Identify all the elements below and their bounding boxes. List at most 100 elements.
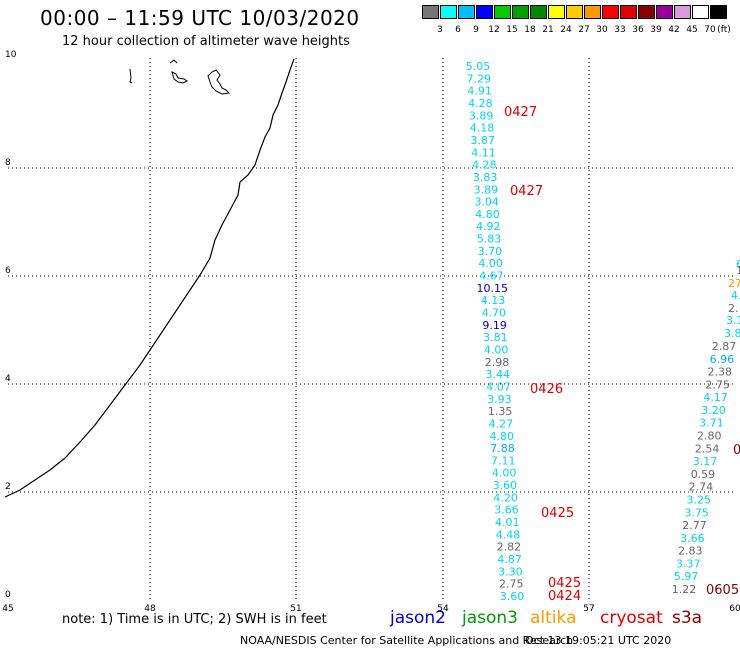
wave-height-value: 4.	[731, 289, 740, 302]
wave-height-value: 3.66	[494, 504, 519, 517]
x-tick-label: 60	[729, 604, 740, 614]
legend-swatch	[548, 5, 565, 19]
wave-height-value: 3.20	[701, 404, 726, 417]
wave-height-value: 27	[728, 277, 740, 290]
pass-time-label: 0	[733, 443, 740, 458]
wave-height-value: 3.71	[699, 417, 724, 430]
legend-label: 15	[506, 25, 518, 35]
wave-height-value: 4.91	[467, 85, 492, 98]
pass-time-label: 0426	[530, 382, 563, 397]
wave-height-value: 2.82	[497, 541, 522, 554]
wave-height-value: 3.25	[686, 493, 711, 506]
legend-label: 39	[650, 25, 662, 35]
pass-time-label: 0605	[706, 583, 739, 598]
credit-line: NOAA/NESDIS Center for Satellite Applica…	[240, 634, 574, 647]
wave-height-value: 4.27	[489, 417, 514, 430]
island-shape	[129, 68, 133, 84]
wave-height-value: 3.37	[676, 557, 701, 570]
x-tick-label: 48	[144, 604, 156, 614]
y-tick-label: 0	[5, 590, 11, 600]
wave-height-value: 4.20	[493, 491, 518, 504]
wave-height-value: 4.07	[486, 380, 511, 393]
wave-height-value: 4.28	[468, 97, 493, 110]
satellite-label: altika	[530, 608, 577, 628]
legend-label: 21	[542, 25, 554, 35]
wave-height-value: 4.13	[481, 294, 506, 307]
wave-height-value: 2.74	[689, 481, 714, 494]
legend-swatch	[692, 5, 709, 19]
wave-height-value: 4.00	[478, 257, 503, 270]
wave-height-value: 3.87	[470, 134, 495, 147]
wave-height-value: 3.8	[724, 327, 740, 340]
units-note: note: 1) Time is in UTC; 2) SWH is in fe…	[62, 612, 327, 627]
legend-label: 12	[488, 25, 500, 35]
wave-height-value: 4.48	[496, 528, 521, 541]
wave-height-value: 4.00	[492, 467, 517, 480]
pass-time-label: 0427	[510, 184, 543, 199]
wave-height-value: 3.66	[680, 532, 705, 545]
wave-height-value: 4.28	[472, 159, 497, 172]
pass-time-label: 0427	[504, 105, 537, 120]
legend-swatch	[638, 5, 655, 19]
legend-unit: (ft)	[717, 25, 731, 35]
legend-label: 70	[704, 25, 716, 35]
map-grid	[8, 58, 735, 600]
wave-height-value: 2.54	[695, 442, 720, 455]
legend-label: 27	[578, 25, 590, 35]
wave-height-value: 4.87	[497, 553, 522, 566]
wave-height-value: 2.80	[697, 430, 722, 443]
legend-swatch	[512, 5, 529, 19]
x-tick-label: 45	[2, 604, 13, 614]
wave-height-value: 3.89	[469, 109, 494, 122]
wave-height-value: 4.01	[495, 516, 520, 529]
wave-height-value: 4.67	[479, 270, 504, 283]
legend-swatch	[602, 5, 619, 19]
x-tick-label: 54	[437, 604, 449, 614]
wave-height-value: 3.44	[486, 368, 511, 381]
wave-height-value: 5.83	[477, 233, 502, 246]
wave-height-value: 2.	[728, 302, 739, 315]
wave-height-value: 4.11	[471, 146, 496, 159]
wave-height-value: 4.80	[475, 208, 500, 221]
legend-swatch	[440, 5, 457, 19]
wave-height-value: 0.59	[691, 468, 716, 481]
wave-height-value: 1.22	[672, 583, 697, 596]
wave-height-value: 2.77	[682, 519, 707, 532]
wave-height-value: 3.17	[693, 455, 718, 468]
wave-height-value: 2.38	[708, 366, 733, 379]
wave-height-value: 3.1	[726, 314, 740, 327]
wave-height-value: 3.60	[500, 590, 525, 603]
timestamp: Oct 13 19:05:21 UTC 2020	[525, 634, 672, 647]
legend-label: 30	[596, 25, 608, 35]
wave-height-value: 2.98	[485, 356, 510, 369]
legend-swatch	[476, 5, 493, 19]
legend-label: 24	[560, 25, 572, 35]
page-subtitle: 12 hour collection of altimeter wave hei…	[62, 34, 350, 49]
wave-height-value: 3.81	[483, 331, 508, 344]
wave-height-value: 7.88	[490, 442, 515, 455]
x-tick-label: 57	[583, 604, 594, 614]
wave-height-value: 2.83	[678, 545, 703, 558]
legend-label: 9	[473, 25, 479, 35]
legend-label: 6	[455, 25, 461, 35]
track-jason-cryosat: 5.057.294.914.283.894.183.874.114.283.83…	[466, 60, 581, 604]
legend-swatch	[674, 5, 691, 19]
island-shape	[207, 69, 231, 95]
satellite-label: s3a	[672, 608, 703, 628]
legend-swatch	[710, 5, 727, 19]
track-s3a-east: 2.876.962.382.754.173.203.712.802.543.17…	[672, 340, 739, 598]
wave-height-value: 5.05	[466, 60, 491, 73]
coastline	[4, 58, 295, 498]
wave-height-value: 10.15	[476, 282, 508, 295]
coastline-path	[4, 58, 295, 498]
wave-height-value: 4.00	[484, 343, 509, 356]
legend-swatch	[566, 5, 583, 19]
wave-height-value: 6.96	[710, 353, 735, 366]
page-title: 00:00 – 11:59 UTC 10/03/2020	[40, 6, 360, 30]
wave-height-value: 4.17	[703, 391, 728, 404]
wave-height-value: 3.60	[493, 479, 518, 492]
wave-height-value: 3.89	[474, 183, 499, 196]
satellite-label: jason2	[390, 608, 446, 628]
